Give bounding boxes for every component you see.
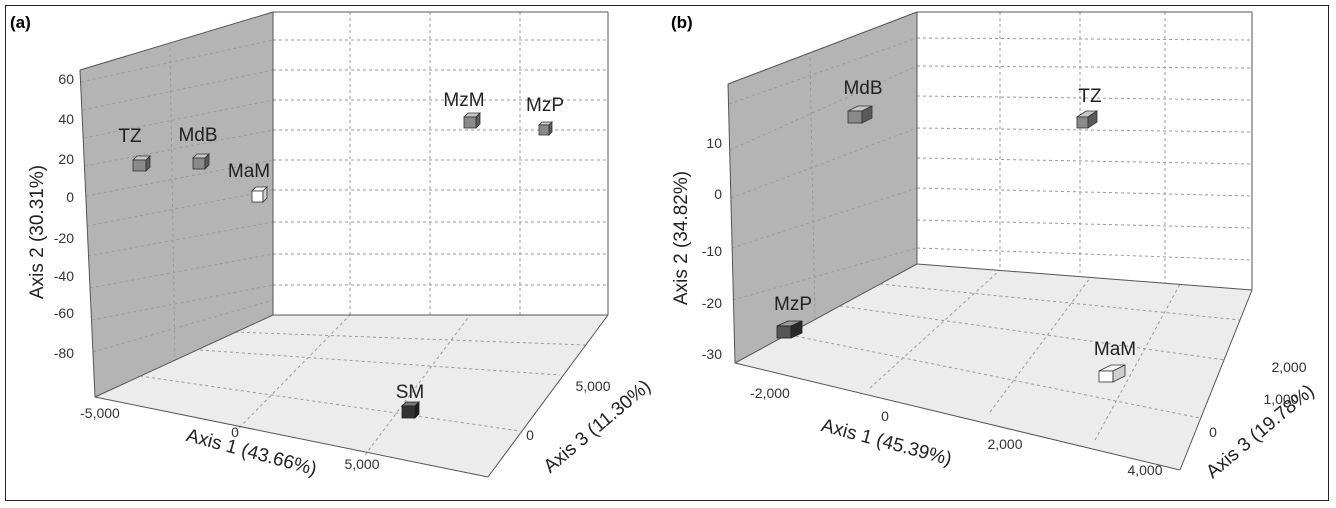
panel-a-ytick: 40 <box>58 111 74 127</box>
panel-a-z-ticks: 0 5,000 <box>526 378 611 443</box>
panel-a-left-grid <box>80 39 274 361</box>
panel-b-left-wall <box>728 12 917 363</box>
figure-frame <box>5 5 1329 501</box>
panel-a-ytick: 60 <box>58 71 74 87</box>
panel-a-xtick: 5,000 <box>344 456 379 472</box>
panel-b-point-mdb <box>847 105 873 124</box>
panel-a-ztick: 5,000 <box>575 378 610 394</box>
panel-b-floor-grid <box>789 269 1241 441</box>
panel-b-z-axis-label: Axis 3 (19.78%) <box>1202 381 1318 483</box>
panel-a-edges <box>79 11 609 478</box>
panel-b-point-label: MaM <box>1094 339 1136 360</box>
panel-a-ytick: -60 <box>54 305 74 321</box>
panel-b-edges <box>727 11 1253 471</box>
panel-a-left-wall <box>80 12 273 397</box>
panel-b-ztick: 2,000 <box>1271 359 1306 375</box>
panel-b-y-axis-label: Axis 2 (34.82%) <box>671 171 692 305</box>
panel-a-ytick: -40 <box>54 268 74 284</box>
panel-b: 10 0 -10 -20 -30 -2,000 0 2,000 4,000 0 … <box>671 11 1319 483</box>
panel-b-ztick: 1,000 <box>1263 391 1298 407</box>
panel-b-ztick: 0 <box>1209 424 1217 440</box>
panel-a-ytick: 0 <box>66 189 74 205</box>
panel-b-ytick: -20 <box>702 295 722 311</box>
panel-b-ytick: -10 <box>702 243 722 259</box>
panel-b-ytick: -30 <box>702 346 722 362</box>
panel-a-point-mdb <box>192 153 210 170</box>
panel-b-point-tz <box>1075 110 1099 129</box>
panel-a-point-label: MaM <box>228 161 270 182</box>
panel-b-back-grid <box>916 12 1253 283</box>
panel-a-point-label: MzP <box>526 95 564 116</box>
panel-a: 60 40 20 0 -20 -40 -60 -80 -5,000 0 5,00… <box>10 11 655 480</box>
panel-a-back-wall <box>273 12 608 315</box>
panel-b-ytick: 10 <box>706 135 722 151</box>
panel-a-point-label: MdB <box>178 125 217 146</box>
panel-a-point-mzm <box>463 112 481 129</box>
panel-a-ztick: 0 <box>526 427 534 443</box>
panel-a-point-mzp <box>538 121 553 136</box>
panel-b-back-wall <box>917 12 1252 290</box>
panel-a-point-label: TZ <box>118 126 142 147</box>
panel-a-point-sm <box>401 401 420 419</box>
panel-a-back-grid <box>273 12 608 315</box>
panel-b-xtick: 0 <box>881 408 889 424</box>
panel-b-z-ticks: 0 1,000 2,000 <box>1209 359 1307 440</box>
panel-b-point-mzp <box>776 320 803 339</box>
panel-a-y-ticks: 60 40 20 0 -20 -40 -60 -80 <box>54 71 74 361</box>
panel-a-point-label: MzM <box>443 90 484 111</box>
panel-b-y-ticks: 10 0 -10 -20 -30 <box>702 135 722 362</box>
panel-a-points: TZ MdB MaM MzM <box>118 90 564 419</box>
panel-b-floor <box>735 264 1252 470</box>
panel-b-point-label: MzP <box>774 294 812 315</box>
panel-a-point-label: SM <box>396 382 425 403</box>
panel-a-letter: (a) <box>10 13 31 32</box>
panel-b-xtick: 4,000 <box>1127 462 1162 478</box>
panel-a-ytick: 20 <box>58 151 74 167</box>
panel-a-ytick: -80 <box>54 345 74 361</box>
panel-a-xtick: -5,000 <box>80 405 120 421</box>
panel-b-point-mam <box>1098 364 1126 383</box>
panel-a-floor <box>95 315 608 477</box>
panel-b-ytick: 0 <box>714 186 722 202</box>
panel-b-letter: (b) <box>671 13 693 32</box>
panel-a-xtick: 0 <box>231 424 239 440</box>
panel-b-point-label: TZ <box>1078 86 1102 107</box>
panel-a-ytick: -20 <box>54 230 74 246</box>
panel-a-point-tz <box>132 155 151 172</box>
panel-a-x-ticks: -5,000 0 5,000 <box>80 405 380 472</box>
panel-b-left-grid <box>728 37 918 319</box>
panel-a-point-mam <box>251 186 268 203</box>
panel-a-y-axis-label: Axis 2 (30.31%) <box>27 165 48 299</box>
panel-b-xtick: 2,000 <box>987 436 1022 452</box>
panel-b-point-label: MdB <box>843 78 882 99</box>
panel-b-xtick: -2,000 <box>750 385 790 401</box>
panel-b-points: MdB TZ MzP MaM <box>774 78 1136 383</box>
panel-b-x-ticks: -2,000 0 2,000 4,000 <box>750 385 1163 478</box>
panel-a-floor-grid <box>139 314 586 456</box>
